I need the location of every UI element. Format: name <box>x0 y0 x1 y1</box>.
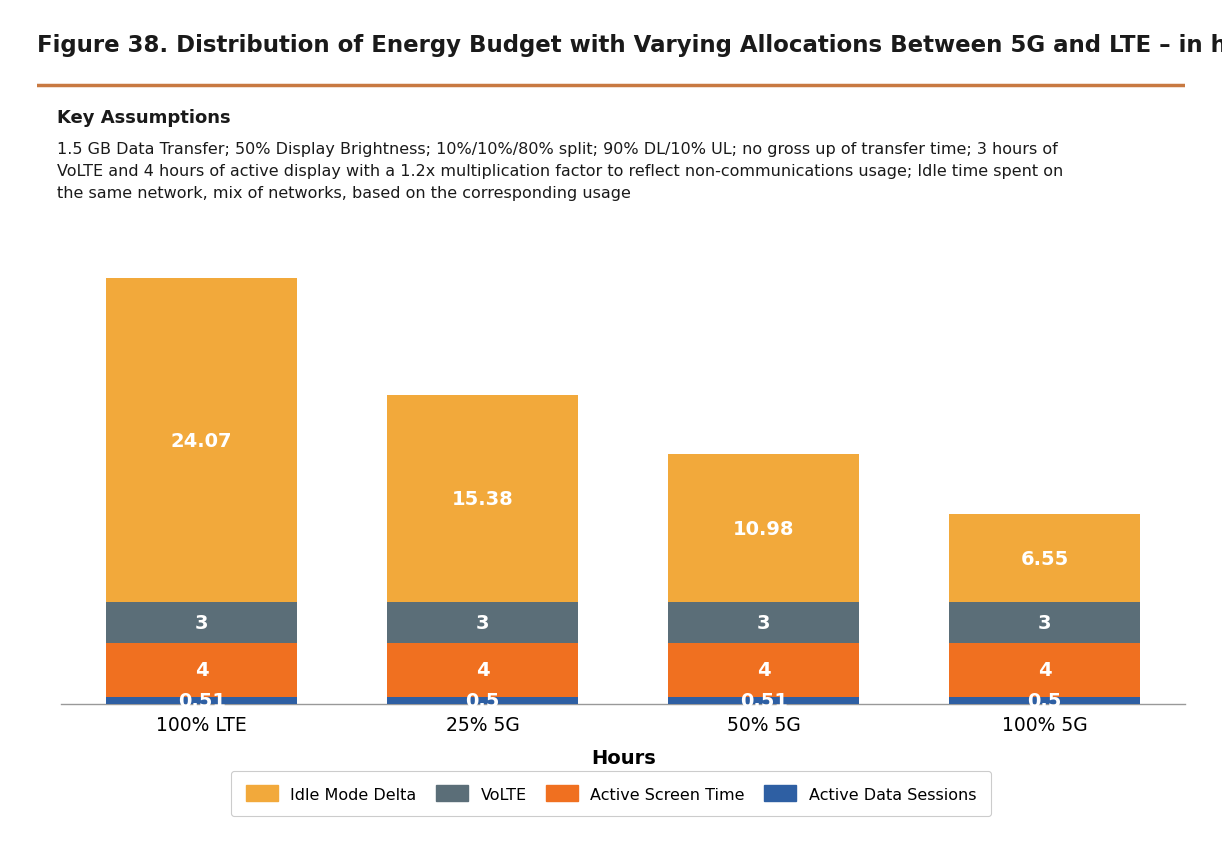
Bar <box>949 643 1140 697</box>
Text: 0.51: 0.51 <box>739 691 788 710</box>
Text: 3: 3 <box>475 613 490 632</box>
Text: 4: 4 <box>1037 660 1052 680</box>
Text: 0.5: 0.5 <box>466 691 500 710</box>
Bar <box>949 514 1140 603</box>
Bar <box>106 602 297 643</box>
Bar <box>106 279 297 602</box>
Text: 4: 4 <box>194 660 209 680</box>
Bar <box>106 643 297 697</box>
Bar <box>387 643 578 697</box>
Legend: Idle Mode Delta, VoLTE, Active Screen Time, Active Data Sessions: Idle Mode Delta, VoLTE, Active Screen Ti… <box>231 770 991 816</box>
Text: 15.38: 15.38 <box>452 490 513 508</box>
Bar <box>668 643 859 697</box>
Text: 10.98: 10.98 <box>733 519 794 538</box>
Bar <box>949 697 1140 704</box>
Text: 1.5 GB Data Transfer; 50% Display Brightness; 10%/10%/80% split; 90% DL/10% UL; : 1.5 GB Data Transfer; 50% Display Bright… <box>57 142 1063 200</box>
Text: 24.07: 24.07 <box>171 431 232 450</box>
Bar <box>668 602 859 643</box>
Bar <box>387 603 578 643</box>
Text: 4: 4 <box>756 660 771 680</box>
Text: 3: 3 <box>194 613 209 632</box>
Bar <box>387 697 578 704</box>
Bar <box>668 455 859 602</box>
Text: Key Assumptions: Key Assumptions <box>57 109 231 127</box>
Text: Figure 38. Distribution of Energy Budget with Varying Allocations Between 5G and: Figure 38. Distribution of Energy Budget… <box>37 34 1222 57</box>
Bar <box>106 697 297 704</box>
Bar <box>387 396 578 603</box>
Bar <box>949 603 1140 643</box>
Text: 6.55: 6.55 <box>1020 549 1069 568</box>
Text: 3: 3 <box>1037 613 1052 632</box>
Text: 0.5: 0.5 <box>1028 691 1062 710</box>
X-axis label: Hours: Hours <box>591 748 655 767</box>
Text: 3: 3 <box>756 613 771 632</box>
Text: 4: 4 <box>475 660 490 680</box>
Text: 0.51: 0.51 <box>177 691 226 710</box>
Bar <box>668 697 859 704</box>
